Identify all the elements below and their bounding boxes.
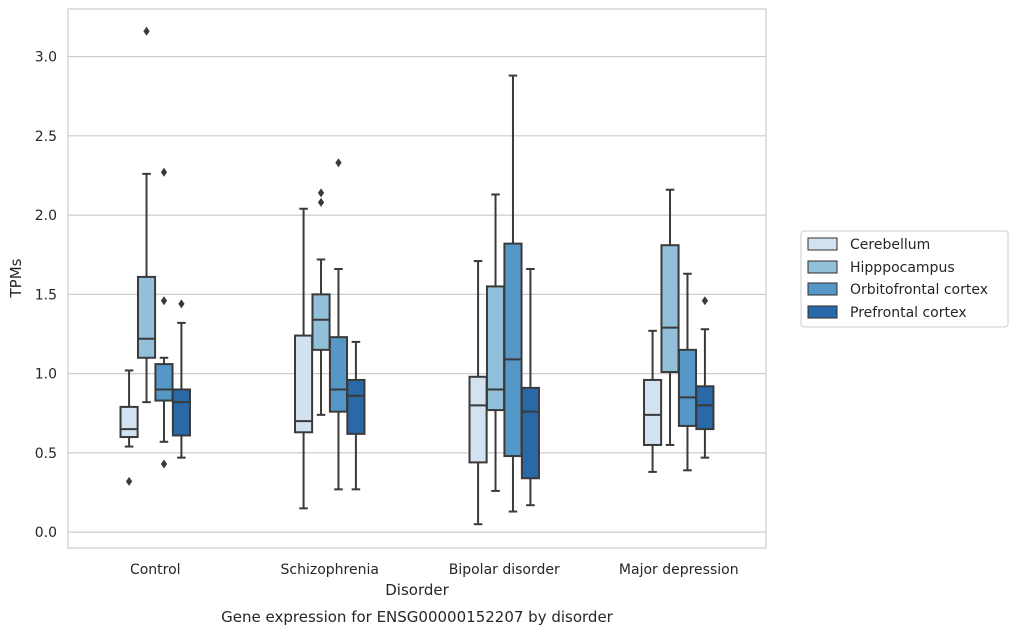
y-tick-label: 0.5 xyxy=(35,446,57,462)
grid-lines xyxy=(68,55,766,533)
box-3-1 xyxy=(660,188,680,446)
box-body xyxy=(154,363,174,402)
box-0-2 xyxy=(154,167,174,469)
figure-caption: Gene expression for ENSG00000152207 by d… xyxy=(221,608,614,626)
y-tick-label: 0.0 xyxy=(35,525,57,541)
x-axis-title: Disorder xyxy=(385,581,449,599)
box-body xyxy=(328,336,349,413)
y-tick-labels: 0.0 0.5 1.0 1.5 2.0 2.5 3.0 xyxy=(35,50,57,542)
box-2-3 xyxy=(520,267,540,507)
boxes-layer xyxy=(119,26,715,526)
box-body xyxy=(311,293,331,351)
box-body xyxy=(660,244,680,374)
outlier-marker xyxy=(143,26,150,36)
box-1-1 xyxy=(311,188,331,416)
outlier-marker xyxy=(317,197,325,207)
legend-swatch-prefrontal xyxy=(807,305,838,319)
box-1-0 xyxy=(294,207,314,510)
box-body xyxy=(119,405,139,439)
x-tick-labels: Control Schizophrenia Bipolar disorder Majo… xyxy=(130,562,739,578)
outlier-marker xyxy=(317,188,325,198)
box-body xyxy=(171,388,191,437)
box-body xyxy=(294,334,314,434)
legend-swatch-orbitofrontal xyxy=(807,282,838,296)
box-0-0 xyxy=(119,369,139,486)
x-tick-label: Major depression xyxy=(619,562,739,578)
legend-label-hippocampus: Hipppocampus xyxy=(850,260,955,276)
box-3-3 xyxy=(695,296,715,459)
outlier-marker xyxy=(160,167,168,177)
outlier-marker xyxy=(701,296,709,306)
y-tick-label: 2.0 xyxy=(35,208,57,224)
box-1-3 xyxy=(346,340,366,491)
y-tick-label: 1.5 xyxy=(35,287,57,303)
legend-swatch-cerebellum xyxy=(807,237,838,251)
y-axis-title: TPMs xyxy=(7,258,25,298)
box-body xyxy=(346,378,366,435)
box-2-0 xyxy=(468,260,488,526)
box-body xyxy=(136,275,157,359)
y-tick-label: 3.0 xyxy=(35,50,57,66)
legend-label-orbitofrontal: Orbitofrontal cortex xyxy=(850,282,988,298)
legend-label-cerebellum: Cerebellum xyxy=(850,237,930,253)
box-body xyxy=(695,385,715,431)
box-body xyxy=(468,375,488,464)
outlier-marker xyxy=(160,296,168,306)
box-3-0 xyxy=(643,329,663,473)
box-body xyxy=(485,285,506,412)
y-tick-label: 2.5 xyxy=(35,129,57,145)
legend: Cerebellum Hipppocampus Orbitofrontal co… xyxy=(800,230,1009,328)
legend-label-prefrontal: Prefrontal cortex xyxy=(850,305,967,321)
legend-swatch-hippocampus xyxy=(807,260,838,274)
outlier-marker xyxy=(160,459,168,469)
box-body xyxy=(520,386,540,480)
box-1-2 xyxy=(328,158,349,491)
y-tick-label: 1.0 xyxy=(35,367,57,383)
box-0-3 xyxy=(171,299,191,459)
outlier-marker xyxy=(335,158,342,168)
box-2-2 xyxy=(503,74,523,513)
outlier-marker xyxy=(125,476,133,486)
box-body xyxy=(643,378,663,446)
plot-frame xyxy=(67,8,767,549)
box-body xyxy=(677,348,698,427)
legend-frame xyxy=(800,230,1009,328)
x-tick-label: Bipolar disorder xyxy=(449,562,560,578)
x-tick-label: Control xyxy=(130,562,181,578)
outlier-marker xyxy=(178,299,185,309)
x-tick-label: Schizophrenia xyxy=(281,562,379,578)
box-body xyxy=(503,242,523,458)
box-0-1 xyxy=(136,26,157,404)
